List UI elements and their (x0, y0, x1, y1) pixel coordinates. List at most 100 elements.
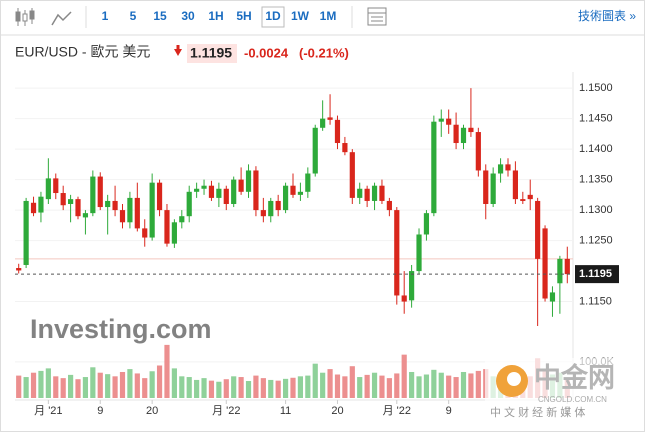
last-price-box (575, 265, 619, 284)
candle-body (357, 188, 363, 198)
candle-body (327, 117, 333, 120)
volume-bar (53, 376, 59, 398)
candle-body (468, 127, 474, 133)
volume-bar (409, 371, 415, 398)
volume-bar (423, 374, 430, 398)
volume-bar (453, 377, 459, 398)
y-tick-label: 1.1150 (579, 295, 612, 307)
volume-bar (216, 381, 222, 398)
volume-bar (349, 366, 355, 398)
interval-button[interactable]: 5 (130, 9, 137, 23)
volume-bar (327, 369, 333, 398)
logo-slogan: 中 文 财 经 新 媒 体 (490, 405, 585, 419)
candle-body (149, 182, 155, 238)
volume-bar (312, 363, 318, 398)
candle-body (75, 199, 81, 217)
candle-body (520, 199, 526, 201)
candle-body (186, 191, 192, 217)
candle-body (438, 118, 444, 122)
candle-body (423, 213, 430, 235)
candle-body (386, 200, 392, 211)
volume-bar (305, 375, 311, 398)
candle-body (156, 182, 163, 211)
candle-body (23, 200, 29, 265)
candle-body (30, 202, 37, 214)
volume-bar (23, 377, 29, 398)
candle-body (305, 173, 311, 192)
volume-bar (431, 369, 437, 398)
logo-mark-inner (507, 372, 521, 386)
candle-body (349, 152, 355, 198)
candle-body (45, 178, 51, 200)
candle-body (119, 210, 126, 223)
candle-body (245, 170, 252, 192)
table-icon[interactable] (367, 7, 387, 26)
volume-bar (38, 370, 44, 398)
volume-bar (253, 375, 259, 398)
volume-bar (371, 372, 378, 398)
candle-body (201, 185, 207, 189)
candle-body (38, 196, 44, 213)
plot: 1.1150 1.1250 1.1300 1.1350 1.1400 1.1450 1.15… (15, 82, 619, 417)
volume-bar (60, 378, 66, 398)
x-tick-label: 20 (146, 405, 158, 417)
volume-bar (238, 377, 244, 398)
candle-body (231, 179, 237, 204)
candle-icon[interactable] (15, 8, 35, 26)
candle-body (475, 132, 481, 171)
candle-body (142, 228, 148, 238)
interval-button[interactable]: 15 (153, 9, 167, 23)
candle-body (53, 178, 59, 194)
volume-bar (105, 374, 111, 398)
interval-button[interactable]: 5H (236, 9, 251, 23)
volume-bar (45, 368, 51, 398)
candle-body (371, 185, 378, 201)
candle-body (208, 185, 215, 198)
candle-body (134, 197, 140, 229)
toolbar: 技術圖表 » 1 5 15 30 1H 5H 1D 1W 1M (0, 6, 645, 36)
volume-bar (401, 354, 407, 398)
candle-body (60, 193, 66, 206)
interval-button[interactable]: 1D (265, 9, 281, 23)
candle-body (82, 213, 89, 218)
candle-body (112, 200, 118, 211)
volume-bar (416, 376, 422, 398)
candle-body (549, 292, 556, 302)
candle-body (505, 164, 511, 171)
candle-body (379, 185, 385, 201)
volume-bar (194, 379, 200, 398)
candle-body (90, 176, 96, 214)
candle-body (483, 170, 489, 204)
change-percent: (-0.21%) (299, 45, 349, 60)
candle-body (179, 216, 185, 223)
volume-bar (364, 374, 370, 398)
y-tick-label: 1.1400 (579, 143, 613, 155)
price-highlight (187, 44, 237, 63)
candle-body (453, 124, 459, 144)
watermark: Investing.com (30, 314, 212, 344)
volume-bar (127, 369, 133, 398)
candle-body (260, 210, 266, 217)
candle-body (194, 188, 200, 192)
volume-bar (16, 375, 22, 398)
x-tick-label: 20 (331, 405, 343, 417)
candle-body (171, 222, 177, 244)
candle-body (497, 164, 504, 174)
y-tick-label: 1.1500 (579, 82, 613, 94)
volume-bar (245, 381, 252, 398)
technical-chart-link[interactable]: 技術圖表 » (578, 9, 636, 23)
candle-body (542, 228, 548, 299)
interval-button[interactable]: 1M (320, 9, 337, 23)
volume-bar (275, 380, 281, 398)
interval-button[interactable]: 1 (102, 9, 109, 23)
volume-bar (75, 379, 81, 398)
candle-body (394, 210, 400, 296)
interval-button[interactable]: 30 (181, 9, 195, 23)
candle-body (282, 185, 289, 211)
interval-button[interactable]: 1W (291, 9, 310, 23)
interval-button[interactable]: 1H (208, 9, 223, 23)
area-icon[interactable] (51, 11, 72, 26)
x-tick-label: 月 '22 (212, 405, 240, 417)
volume-bar (171, 368, 177, 398)
